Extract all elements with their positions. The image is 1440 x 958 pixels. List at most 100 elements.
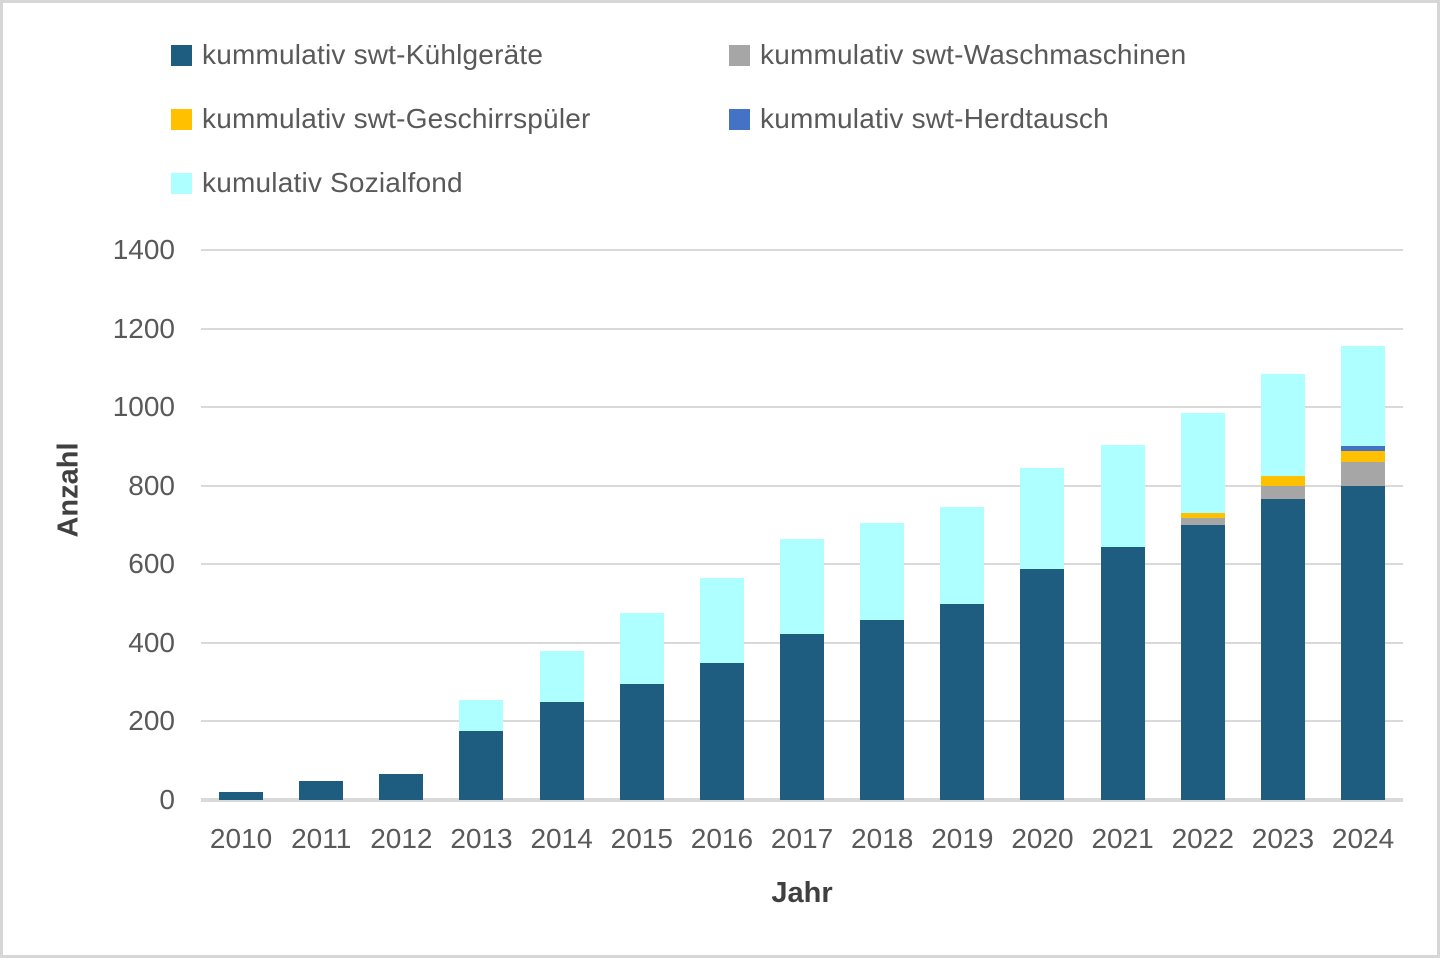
bar-segment-2022-series0 [1180, 525, 1225, 800]
bar-segment-2024-series4 [1341, 346, 1386, 447]
bar-segment-2024-series1 [1341, 462, 1386, 486]
bar-segment-2023-series2 [1260, 476, 1305, 487]
y-tick-label-1000: 1000 [112, 391, 175, 423]
bar-segment-2013-series4 [459, 699, 504, 732]
x-tick-label-2012: 2012 [370, 823, 433, 854]
y-axis-labels: 0 200 400 600 800 1000 1200 1400 [3, 234, 175, 815]
legend-item-1: kummulativ swt-Waschmaschinen [729, 38, 1186, 72]
legend-label: kumulativ Sozialfond [202, 167, 463, 198]
legend-item-2: kummulativ swt-Geschirrspüler [171, 102, 729, 136]
y-tick-label-1200: 1200 [112, 312, 175, 344]
bar-segment-2018-series0 [860, 620, 905, 800]
legend-item-0: kummulativ swt-Kühlgeräte [171, 38, 729, 72]
bar-segment-2015-series0 [619, 684, 664, 800]
gridline-800 [201, 484, 1403, 487]
x-tick-label-2024: 2024 [1331, 823, 1395, 854]
y-tick-label-0: 0 [159, 784, 175, 815]
x-tick-label-2019: 2019 [931, 823, 994, 854]
legend-swatch-icon [729, 44, 750, 66]
bar-slot-2021 [1083, 250, 1163, 800]
legend-label: kummulativ swt-Geschirrspüler [202, 103, 591, 134]
bar-2011 [299, 781, 344, 800]
bar-segment-2018-series4 [860, 523, 905, 621]
legend-label: kummulativ swt-Waschmaschinen [760, 39, 1187, 70]
bar-2010 [219, 792, 264, 800]
x-tick-label-2013: 2013 [450, 823, 513, 854]
bar-slot-2013 [441, 250, 521, 800]
x-axis-line [201, 798, 1403, 802]
x-tick-label-2018: 2018 [851, 823, 914, 854]
y-tick-label-1400: 1400 [112, 234, 175, 265]
bar-slot-2023 [1243, 250, 1323, 800]
bar-2019 [940, 506, 985, 800]
bar-slot-2019 [922, 250, 1002, 800]
legend-swatch-icon [729, 108, 750, 130]
bar-segment-2016-series4 [699, 578, 744, 663]
x-axis-labels: 2010 2011 2012 2013 2014 2015 2016 2017 2018 2019… [201, 823, 1403, 855]
bar-segment-2020-series0 [1020, 569, 1065, 800]
bar-segment-2023-series1 [1260, 486, 1305, 499]
bar-segment-2022-series1 [1180, 518, 1225, 525]
gridline-1000 [201, 406, 1403, 409]
bar-segment-2024-series2 [1341, 451, 1386, 463]
x-tick-label-2023: 2023 [1251, 823, 1315, 854]
bar-2013 [459, 699, 504, 800]
bar-segment-2020-series4 [1020, 468, 1065, 569]
bar-2018 [860, 523, 905, 800]
x-tick-label-2014: 2014 [530, 823, 593, 854]
y-tick-label-200: 200 [128, 705, 175, 737]
bar-2022 [1180, 413, 1225, 800]
legend-swatch-icon [171, 172, 192, 194]
chart-legend: kummulativ swt-Kühlgeräte kummulativ swt-… [171, 38, 1186, 200]
bar-slot-2015 [602, 250, 682, 800]
bar-segment-2013-series0 [459, 731, 504, 800]
legend-item-4: kumulativ Sozialfond [171, 166, 729, 200]
bar-slot-2020 [1002, 250, 1082, 800]
bar-slot-2024 [1323, 250, 1403, 800]
bar-segment-2017-series4 [780, 538, 825, 635]
bar-segment-2023-series4 [1260, 374, 1305, 477]
bar-2014 [539, 650, 584, 800]
bar-slot-2017 [762, 250, 842, 800]
bar-2017 [780, 538, 825, 800]
bar-segment-2019-series0 [940, 603, 985, 800]
bar-2020 [1020, 468, 1065, 800]
bar-segment-2019-series4 [940, 506, 985, 604]
bar-segment-2022-series2 [1180, 513, 1225, 519]
gridline-1400 [201, 249, 1403, 251]
y-tick-label-800: 800 [128, 469, 175, 501]
bar-2023 [1260, 374, 1305, 800]
y-axis-title: Anzahl [52, 442, 85, 538]
x-axis-title: Jahr [771, 877, 833, 909]
bar-slot-2010 [201, 250, 281, 800]
bar-segment-2021-series4 [1100, 445, 1145, 547]
x-tick-label-2021: 2021 [1091, 823, 1154, 854]
x-tick-label-2017: 2017 [770, 823, 834, 854]
bars-container [201, 250, 1403, 800]
bar-slot-2012 [361, 250, 441, 800]
y-tick-label-600: 600 [128, 548, 175, 580]
bar-2016 [699, 578, 744, 800]
bar-slot-2016 [682, 250, 762, 800]
bar-segment-2016-series0 [699, 662, 744, 800]
x-tick-label-2022: 2022 [1171, 823, 1234, 854]
bar-2021 [1100, 445, 1145, 800]
bar-segment-2014-series4 [539, 650, 584, 702]
bar-segment-2024-series0 [1341, 485, 1386, 800]
gridline-1200 [201, 327, 1403, 330]
bar-segment-2022-series4 [1180, 413, 1225, 514]
bar-segment-2010-series0 [219, 792, 264, 800]
legend-swatch-icon [171, 44, 192, 66]
bar-segment-2014-series0 [539, 701, 584, 800]
bar-2012 [379, 774, 424, 800]
legend-item-3: kummulativ swt-Herdtausch [729, 102, 1186, 136]
x-tick-label-2010: 2010 [209, 823, 273, 854]
bar-slot-2018 [842, 250, 922, 800]
bar-slot-2011 [281, 250, 361, 800]
bar-segment-2012-series0 [379, 774, 424, 800]
x-tick-label-2015: 2015 [610, 823, 673, 854]
bar-segment-2011-series0 [299, 781, 344, 800]
plot-area [201, 249, 1403, 802]
bar-segment-2017-series0 [780, 634, 825, 800]
bar-slot-2022 [1163, 250, 1243, 800]
